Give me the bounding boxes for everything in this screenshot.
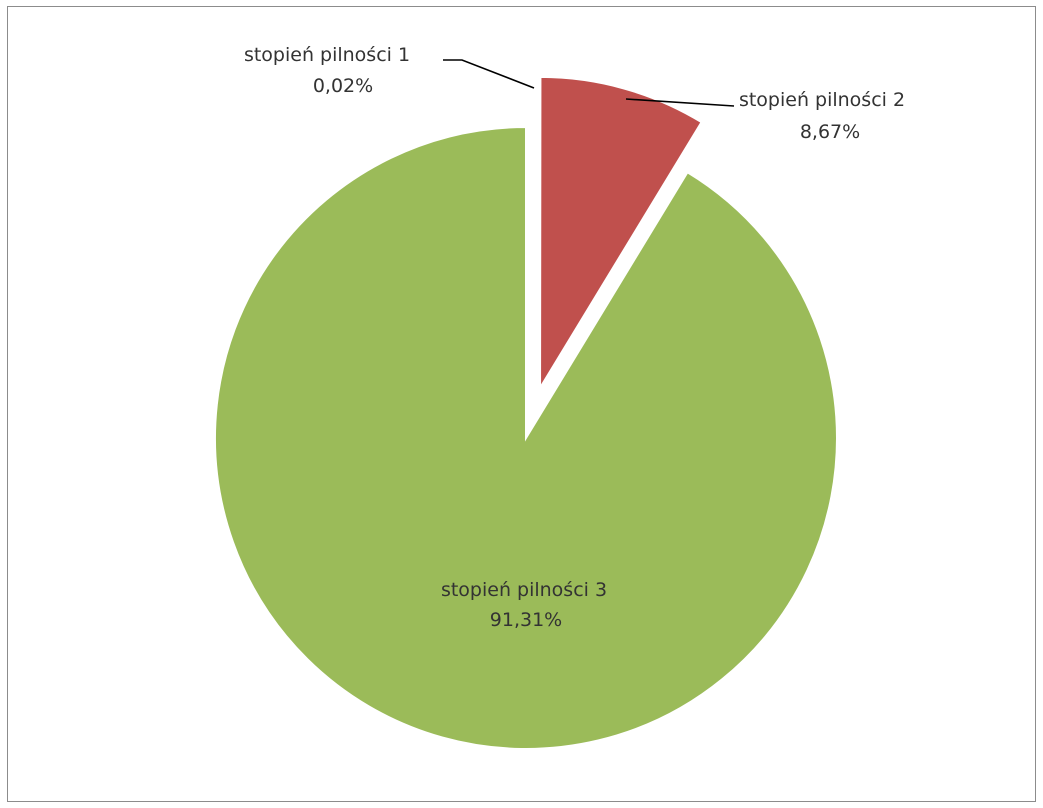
pie-slice-2 <box>539 75 703 392</box>
slice-label-value-2: 8,67% <box>800 121 860 143</box>
leader-lines <box>443 59 735 107</box>
slice-label-value-1: 0,02% <box>313 75 373 97</box>
leader-line-2 <box>625 98 735 107</box>
slice-label-name-2: stopień pilności 2 <box>739 89 905 111</box>
pie-slice-3 <box>214 125 838 750</box>
slice-label-value-3: 91,31% <box>490 609 562 631</box>
leader-line-1 <box>443 59 535 89</box>
slice-label-name-1: stopień pilności 1 <box>244 44 410 66</box>
pie-slices <box>214 73 838 750</box>
slice-label-name-3: stopień pilności 3 <box>441 579 607 601</box>
